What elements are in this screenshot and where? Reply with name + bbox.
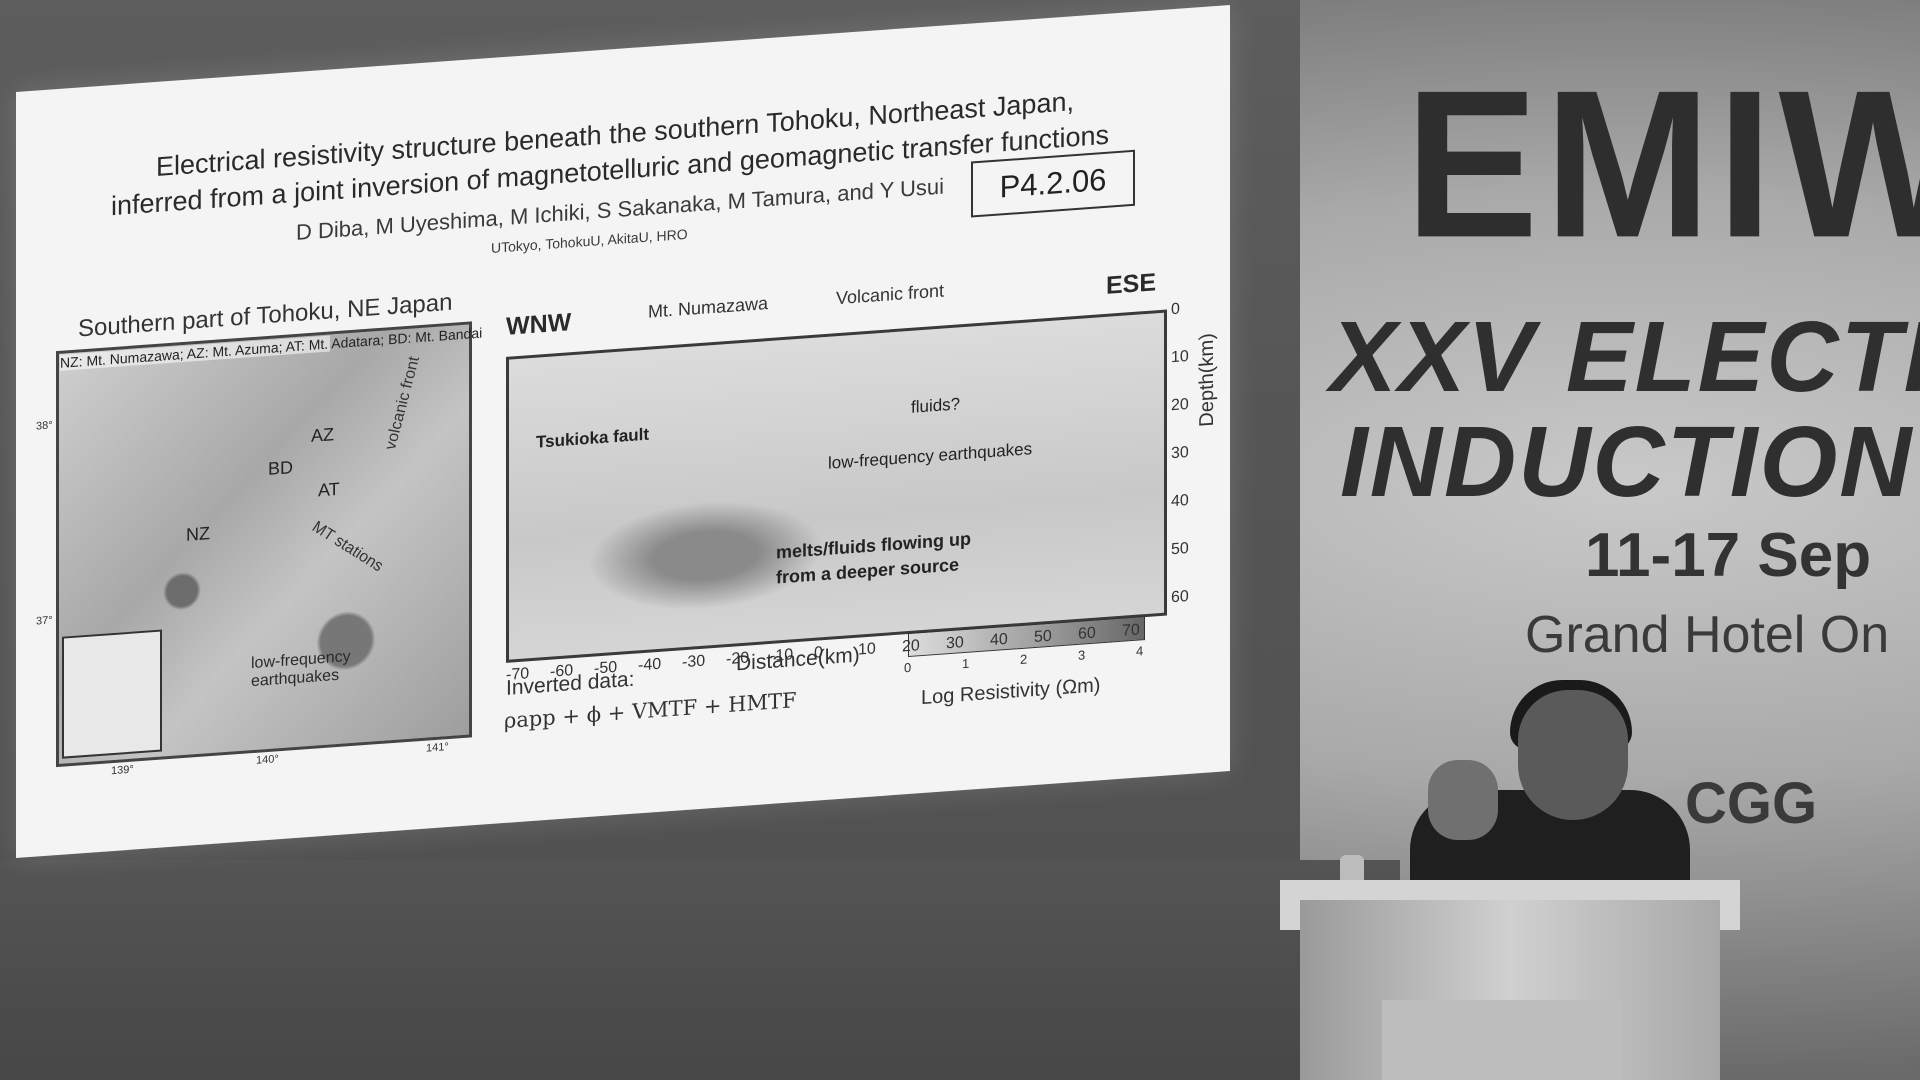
sponsor-cgg-logo: CGG	[1685, 771, 1818, 836]
depth-tick: 30	[1171, 443, 1189, 463]
colorbar-tick: 2	[1020, 651, 1028, 668]
map-lat-38: 38°	[36, 419, 53, 433]
projected-slide: Electrical resistivity structure beneath…	[16, 4, 1230, 859]
speaker-head	[1518, 690, 1628, 820]
room-floor	[0, 860, 1400, 1080]
map-lat-37: 37°	[36, 614, 53, 628]
map-label-az: AZ	[311, 424, 335, 446]
colorbar-tick: 0	[904, 659, 912, 676]
distance-tick: -20	[726, 649, 750, 669]
fluids-label: fluids?	[911, 394, 961, 417]
section-numazawa-label: Mt. Numazawa	[648, 293, 769, 322]
map-label-bd: BD	[268, 457, 294, 479]
japan-inset-map	[62, 629, 162, 759]
section-ese-label: ESE	[1106, 268, 1157, 300]
distance-tick: 60	[1078, 624, 1096, 643]
poster-code-box: P4.2.06	[971, 149, 1135, 218]
backdrop-venue: Grand Hotel On	[1525, 606, 1890, 664]
map-label-nz: NZ	[186, 523, 210, 545]
backdrop-induction-text: INDUCTION	[1340, 406, 1914, 518]
map-lon-139: 139°	[111, 763, 134, 778]
distance-tick: 40	[990, 630, 1008, 650]
depth-tick: 20	[1171, 395, 1189, 415]
colorbar-tick: 1	[962, 655, 970, 672]
depth-axis-label: Depth(km)	[1196, 332, 1218, 428]
distance-tick: 10	[858, 640, 876, 659]
colorbar-tick: 4	[1136, 643, 1144, 659]
distance-tick: 70	[1122, 621, 1140, 640]
depth-tick: 60	[1171, 587, 1189, 607]
resistivity-cross-section	[506, 309, 1167, 663]
backdrop-electro-text: XXV ELECTI	[1330, 301, 1920, 413]
depth-tick: 40	[1171, 491, 1189, 511]
distance-tick: 30	[946, 634, 964, 653]
backdrop-emiw-text: EMIW	[1405, 47, 1920, 282]
distance-axis-label: Distance(km)	[736, 643, 860, 676]
distance-tick: -10	[770, 646, 794, 665]
section-volcanic-front-label: Volcanic front	[836, 280, 945, 309]
distance-tick: 50	[1034, 627, 1052, 647]
map-lon-141: 141°	[426, 740, 449, 755]
podium-panel	[1382, 1000, 1622, 1080]
backdrop-dates: 11-17 Sep	[1585, 521, 1872, 590]
distance-tick: -40	[638, 655, 662, 675]
map-label-at: AT	[318, 478, 340, 501]
distance-tick: 0	[814, 644, 823, 662]
map-lon-140: 140°	[256, 753, 279, 767]
depth-tick: 50	[1171, 539, 1189, 559]
section-wnw-label: WNW	[506, 308, 572, 341]
depth-tick: 0	[1171, 300, 1180, 319]
slide-affiliations: UTokyo, TohokuU, AkitaU, HRO	[491, 225, 688, 256]
depth-tick: 10	[1171, 347, 1189, 367]
colorbar-tick: 3	[1078, 647, 1086, 663]
distance-tick: -50	[594, 658, 618, 678]
distance-tick: 20	[902, 637, 920, 656]
distance-tick: -70	[506, 665, 530, 684]
colorbar-label: Log Resistivity (Ωm)	[921, 674, 1101, 710]
distance-tick: -60	[550, 662, 574, 681]
distance-tick: -30	[682, 652, 706, 672]
speaker-hand	[1428, 760, 1498, 840]
